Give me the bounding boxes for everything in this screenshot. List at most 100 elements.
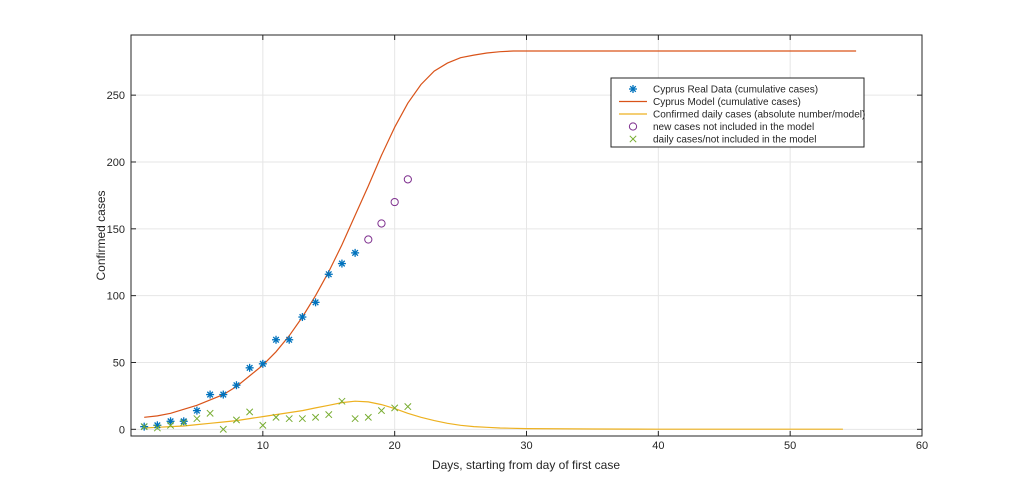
data-point-asterisk <box>324 270 333 279</box>
data-point-cross <box>351 415 359 423</box>
x-tick-label: 10 <box>257 440 269 452</box>
legend-label: Cyprus Real Data (cumulative cases) <box>653 85 818 96</box>
data-point-cross <box>180 419 188 427</box>
cross-stroke <box>338 397 346 405</box>
asterisk-stroke <box>272 336 280 344</box>
data-point-circle <box>364 235 373 244</box>
data-point-cross <box>404 403 412 411</box>
y-axis-label: Confirmed cases <box>94 190 108 280</box>
asterisk-stroke <box>285 336 293 344</box>
legend-entry: Confirmed daily cases (absolute number/m… <box>619 110 865 121</box>
data-point-circle <box>377 219 386 228</box>
cross-stroke <box>272 413 280 421</box>
data-point-circle <box>390 197 399 207</box>
data-point-cross <box>391 404 399 412</box>
data-point-cross <box>166 421 175 429</box>
x-axis-label: Days, starting from day of first case <box>432 458 620 472</box>
data-point-cross <box>140 423 148 431</box>
y-tick-label: 50 <box>113 357 125 369</box>
series-line-2 <box>144 400 843 430</box>
cross-stroke <box>404 403 412 411</box>
cross-stroke <box>629 135 637 143</box>
asterisk-stroke <box>220 391 227 398</box>
y-tick-label: 100 <box>107 291 125 303</box>
data-point-cross <box>364 413 372 421</box>
circle-marker <box>628 122 638 131</box>
data-point-asterisk <box>258 359 267 368</box>
data-point-cross <box>246 408 254 416</box>
legend-label: Confirmed daily cases (absolute number/m… <box>653 110 865 121</box>
cross-stroke <box>312 413 320 421</box>
data-point-asterisk <box>337 259 346 268</box>
data-point-asterisk <box>351 248 360 257</box>
legend-box <box>610 77 865 148</box>
cross-stroke <box>377 407 386 415</box>
data-point-asterisk <box>166 417 175 426</box>
cross-stroke <box>285 415 293 423</box>
asterisk-stroke <box>233 381 240 389</box>
cross-stroke <box>180 419 188 427</box>
asterisk-stroke <box>325 271 333 278</box>
asterisk-stroke <box>154 422 161 429</box>
legend-entry: Cyprus Model (cumulative cases) <box>619 97 801 108</box>
data-point-asterisk <box>285 335 294 344</box>
data-point-cross <box>232 416 241 424</box>
data-point-cross <box>206 409 214 417</box>
data-point-cross <box>338 397 346 405</box>
series-layer <box>140 50 857 433</box>
tick-layer: 10 20 30 40 50 60 0 50 100 150 200 250 <box>107 35 928 452</box>
data-point-asterisk <box>219 390 228 399</box>
legend-label: daily cases/not included in the model <box>653 135 816 146</box>
legend-entry: Cyprus Real Data (cumulative cases) <box>629 85 818 96</box>
x-tick-label: 40 <box>652 440 664 452</box>
cross-stroke <box>298 415 306 423</box>
data-point-cross <box>377 407 386 415</box>
legend-marker-swatch <box>628 122 638 131</box>
circle-marker <box>377 219 386 228</box>
cross-stroke <box>232 416 241 424</box>
y-tick-label: 250 <box>107 90 125 102</box>
data-point-asterisk <box>311 298 320 307</box>
cross-stroke <box>325 411 333 419</box>
asterisk-stroke <box>206 391 214 398</box>
circle-marker <box>364 235 373 244</box>
x-tick-label: 20 <box>389 440 401 452</box>
legend-entry: daily cases/not included in the model <box>629 135 816 146</box>
x-tick-label: 60 <box>916 440 928 452</box>
series-line-1 <box>144 50 857 418</box>
legend: Cyprus Real Data (cumulative cases)Cypru… <box>610 77 865 148</box>
data-point-asterisk <box>245 363 254 372</box>
asterisk-stroke <box>338 260 346 267</box>
data-point-asterisk <box>232 381 241 390</box>
cross-stroke <box>351 415 359 423</box>
cross-stroke <box>206 409 214 417</box>
legend-marker-swatch <box>629 85 637 93</box>
cross-stroke <box>259 421 267 429</box>
y-tick-label: 0 <box>119 424 125 436</box>
asterisk-stroke <box>180 418 187 425</box>
cross-stroke <box>219 425 227 433</box>
data-point-cross <box>193 415 201 423</box>
legend-marker-swatch <box>629 135 637 143</box>
asterisk-stroke <box>312 299 319 306</box>
data-point-cross <box>219 425 227 433</box>
data-point-asterisk <box>206 390 215 399</box>
data-point-cross <box>259 421 267 429</box>
legend-label: new cases not included in the model <box>653 122 814 133</box>
data-point-asterisk <box>179 417 188 426</box>
data-point-cross <box>272 413 280 421</box>
data-point-circle <box>403 175 412 184</box>
legend-entry: new cases not included in the model <box>628 122 814 133</box>
data-point-asterisk <box>272 335 281 344</box>
data-point-asterisk <box>298 313 307 322</box>
cross-stroke <box>193 415 201 423</box>
cross-stroke <box>246 408 254 416</box>
y-tick-label: 200 <box>107 157 125 169</box>
x-tick-label: 50 <box>784 440 796 452</box>
asterisk-stroke <box>299 313 306 321</box>
circle-marker <box>390 197 399 207</box>
cross-stroke <box>391 404 399 412</box>
data-point-cross <box>285 415 293 423</box>
x-tick-label: 30 <box>520 440 532 452</box>
